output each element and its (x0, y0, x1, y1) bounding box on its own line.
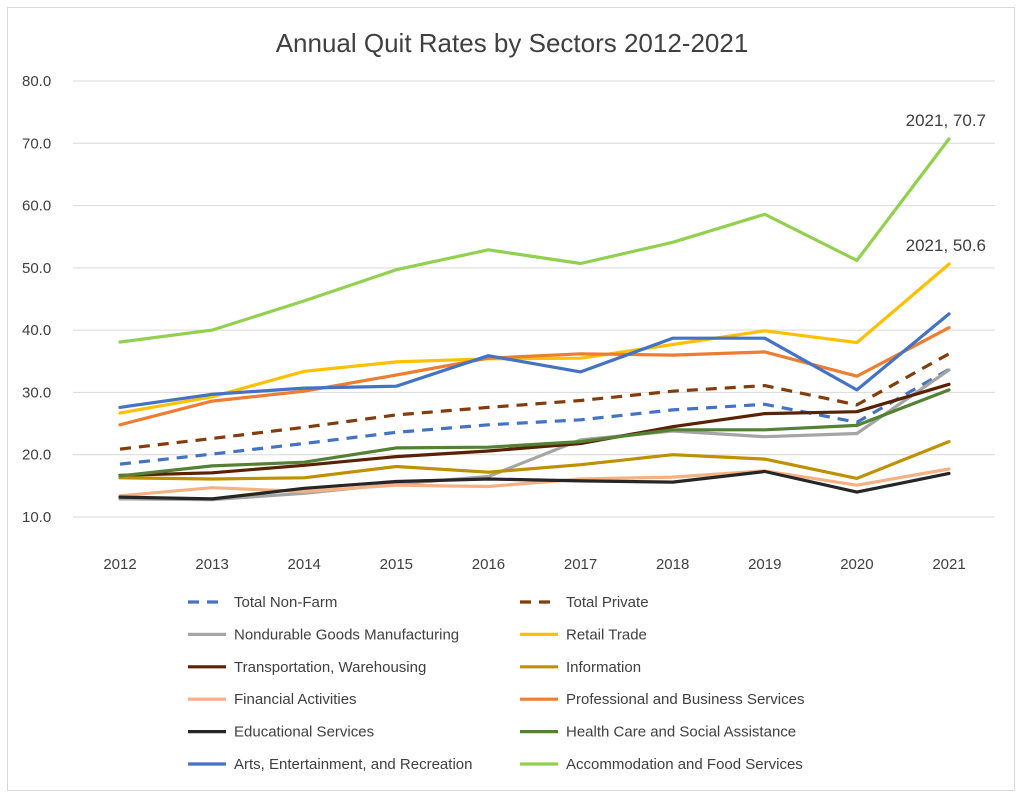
legend-label: Financial Activities (234, 691, 357, 708)
legend-label: Professional and Business Services (566, 691, 804, 708)
y-tick-label: 30.0 (22, 384, 51, 401)
legend-label: Retail Trade (566, 626, 647, 643)
legend-item: Nondurable Goods Manufacturing (188, 626, 459, 643)
series-line-nondurable-goods-manufacturing (118, 368, 951, 502)
gridlines (73, 80, 995, 518)
x-tick-label: 2014 (288, 556, 321, 573)
legend-label: Total Private (566, 594, 649, 611)
series-line-accommodation-and-food-services (118, 137, 951, 344)
legend-label: Transportation, Warehousing (234, 659, 426, 676)
x-tick-label: 2019 (748, 556, 781, 573)
series-line-financial-activities (118, 467, 951, 498)
series-line-professional-and-business-services (118, 326, 951, 427)
legend-label: Health Care and Social Assistance (566, 724, 796, 741)
legend-item: Professional and Business Services (520, 691, 804, 708)
y-tick-label: 50.0 (22, 260, 51, 277)
series-line-total-private (119, 352, 950, 451)
legend-label: Nondurable Goods Manufacturing (234, 626, 459, 643)
x-tick-label: 2012 (103, 556, 136, 573)
series-line-educational-services (118, 469, 951, 501)
legend-label: Total Non-Farm (234, 594, 337, 611)
x-tick-label: 2018 (656, 556, 689, 573)
series-line-total-non-farm (119, 368, 950, 466)
y-tick-label: 80.0 (22, 73, 51, 90)
y-tick-label: 40.0 (22, 322, 51, 339)
legend: Total Non-Farm Total Private Nondurable Go… (188, 594, 804, 773)
x-tick-label: 2020 (840, 556, 873, 573)
legend-label: Arts, Entertainment, and Recreation (234, 756, 472, 773)
legend-item: Accommodation and Food Services (520, 756, 803, 773)
data-label: 2021, 70.7 (906, 111, 986, 130)
x-tick-label: 2015 (380, 556, 413, 573)
series-line-information (118, 440, 951, 481)
legend-label: Information (566, 659, 641, 676)
x-axis-tick-labels: 2012 2013 2014 2015 2016 2017 2018 2019 2020 2021 (103, 556, 965, 573)
legend-label: Accommodation and Food Services (566, 756, 803, 773)
legend-label: Educational Services (234, 724, 374, 741)
series-line-retail-trade (118, 262, 951, 415)
y-tick-label: 20.0 (22, 447, 51, 464)
legend-item: Total Private (520, 594, 649, 611)
y-tick-label: 70.0 (22, 135, 51, 152)
series-line-health-care-and-social-assistance (118, 388, 951, 478)
legend-item: Retail Trade (520, 626, 647, 643)
chart-title: Annual Quit Rates by Sectors 2012-2021 (276, 28, 749, 58)
legend-item: Financial Activities (188, 691, 357, 708)
x-tick-label: 2021 (932, 556, 965, 573)
data-label: 2021, 50.6 (906, 236, 986, 255)
series-line-transportation-warehousing (118, 382, 951, 477)
y-tick-label: 10.0 (22, 509, 51, 526)
legend-item: Health Care and Social Assistance (520, 724, 796, 741)
legend-item: Total Non-Farm (188, 594, 337, 611)
legend-item: Information (520, 659, 641, 676)
data-labels: 2021, 70.7 2021, 50.6 (906, 111, 986, 255)
series-line-arts-entertainment-and-recreation (118, 312, 951, 409)
y-axis-tick-labels: 10.0 20.0 30.0 40.0 50.0 60.0 70.0 80.0 (22, 73, 51, 526)
legend-item: Arts, Entertainment, and Recreation (188, 756, 472, 773)
x-tick-label: 2013 (195, 556, 228, 573)
x-tick-label: 2016 (472, 556, 505, 573)
legend-item: Transportation, Warehousing (188, 659, 426, 676)
y-tick-label: 60.0 (22, 198, 51, 215)
series-lines (118, 137, 951, 502)
legend-item: Educational Services (188, 724, 374, 741)
x-tick-label: 2017 (564, 556, 597, 573)
